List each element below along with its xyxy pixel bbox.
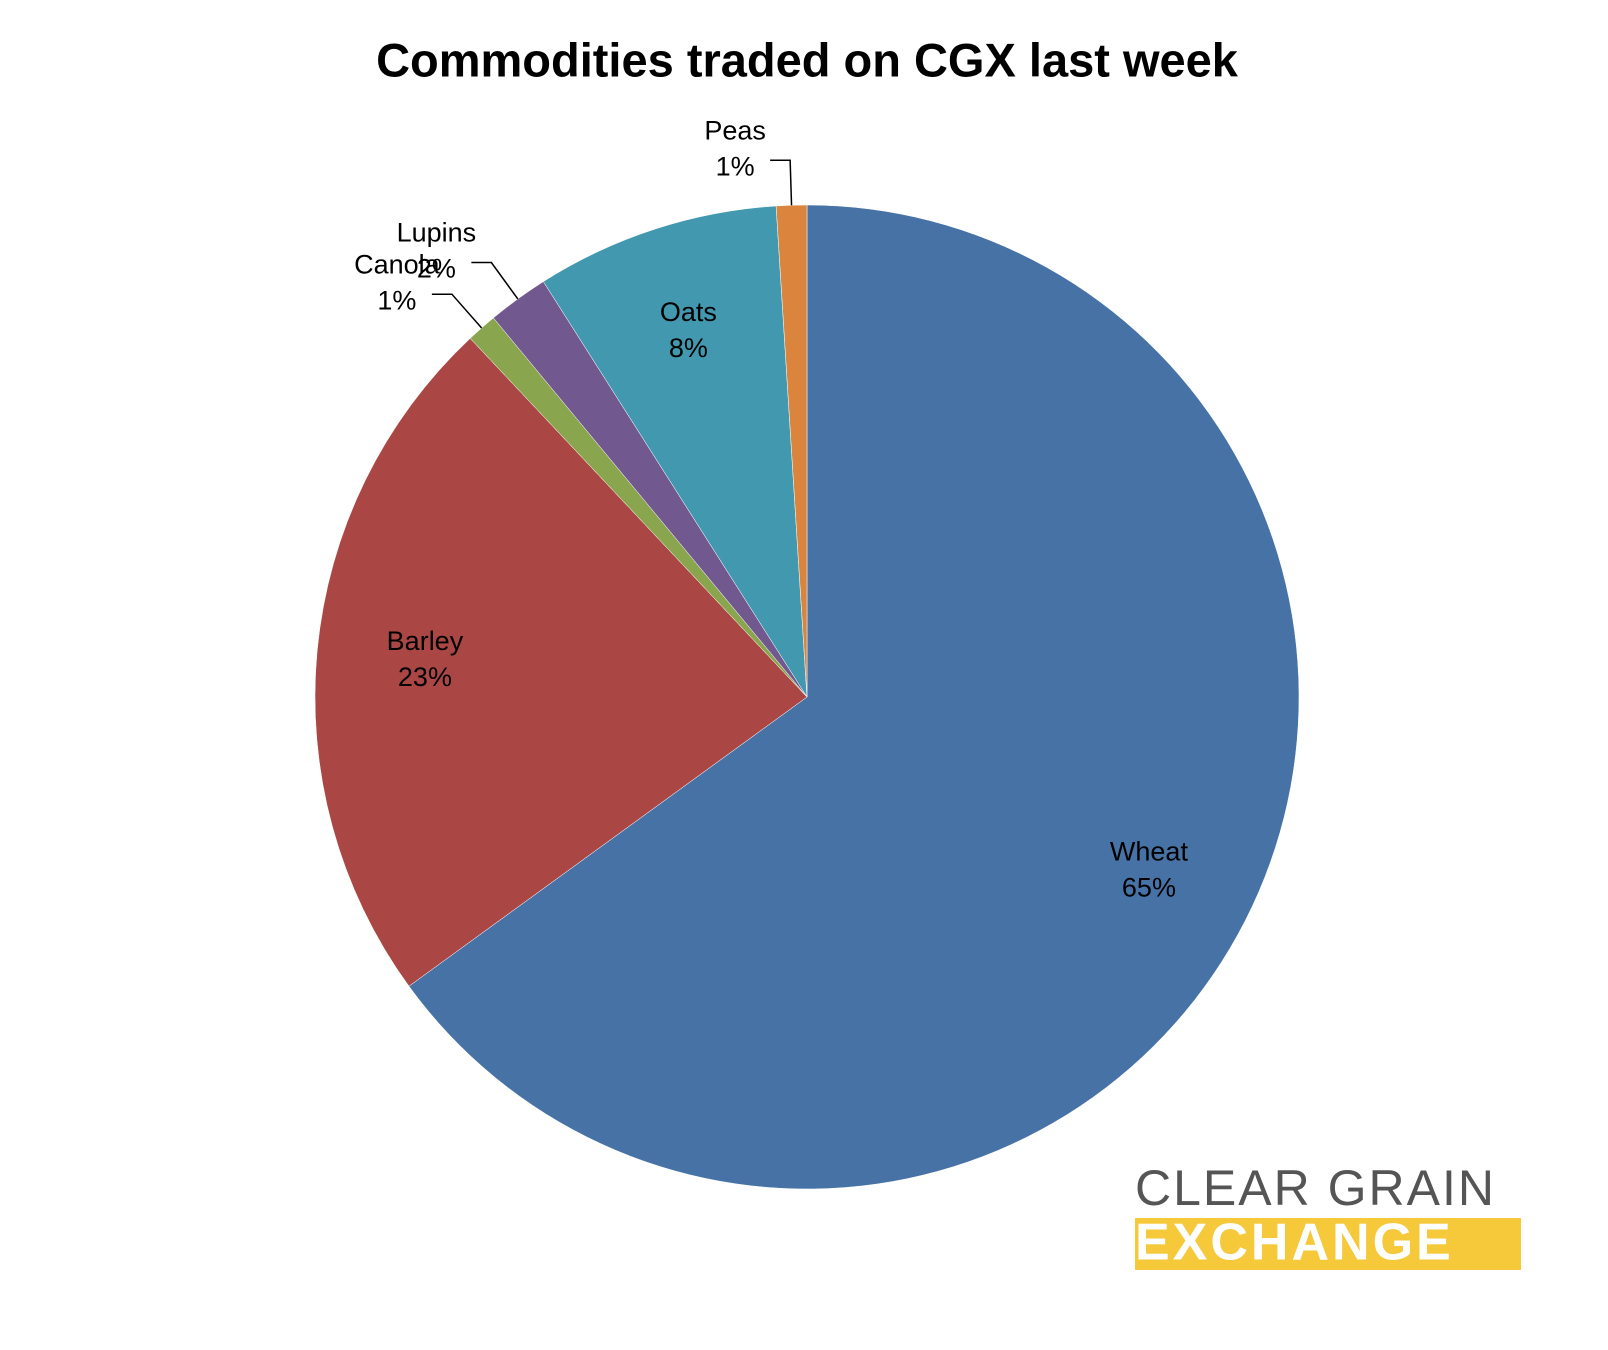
- chart-title: Commodities traded on CGX last week: [376, 33, 1239, 86]
- logo-band: [1135, 1218, 1521, 1270]
- pie-slice: [408, 204, 1300, 1190]
- slice-label: Wheat: [1110, 836, 1189, 866]
- pie-slice: [314, 337, 808, 987]
- slice-label: Peas: [704, 115, 766, 145]
- slice-value: 1%: [716, 151, 755, 181]
- slice-label: Lupins: [397, 218, 477, 248]
- slice-label: Oats: [660, 297, 717, 327]
- slice-value: 1%: [377, 285, 416, 315]
- slice-value: 2%: [417, 254, 456, 284]
- slice-value: 65%: [1122, 872, 1176, 902]
- logo-top: CLEAR GRAIN: [1135, 1160, 1496, 1216]
- logo-bottom: EXCHANGE: [1135, 1214, 1454, 1272]
- slice-value: 8%: [669, 333, 708, 363]
- logo: CLEAR GRAIN EXCHANGE: [1135, 1160, 1521, 1272]
- leader-line: [770, 159, 793, 206]
- leader-line: [471, 261, 519, 300]
- slice-label: Barley: [387, 626, 464, 656]
- leader-line: [431, 293, 483, 329]
- slice-label: Canola: [354, 249, 441, 279]
- slice-value: 23%: [398, 662, 452, 692]
- pie-slice: [543, 205, 808, 698]
- pie-slice: [775, 204, 808, 698]
